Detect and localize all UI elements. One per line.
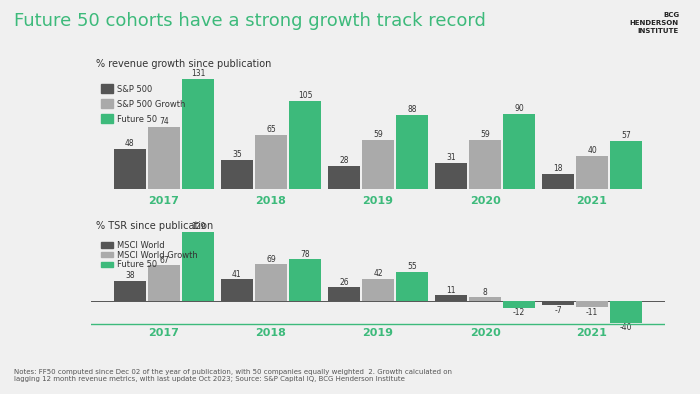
Text: 74: 74 <box>159 117 169 126</box>
Text: 26: 26 <box>339 278 349 287</box>
Text: 65: 65 <box>266 125 276 134</box>
Text: 55: 55 <box>407 262 417 271</box>
Text: 42: 42 <box>373 269 383 278</box>
Bar <box>289 259 321 301</box>
Text: -40: -40 <box>620 323 632 333</box>
Bar <box>396 272 428 301</box>
FancyBboxPatch shape <box>101 242 113 247</box>
Bar <box>396 115 428 189</box>
FancyBboxPatch shape <box>101 252 113 257</box>
Text: -11: -11 <box>586 308 598 317</box>
Text: MSCI World: MSCI World <box>117 241 164 250</box>
Text: % TSR since publication: % TSR since publication <box>96 221 213 230</box>
Bar <box>328 287 360 301</box>
Text: 35: 35 <box>232 150 241 159</box>
Bar <box>363 139 393 189</box>
Bar <box>328 165 360 189</box>
Text: Future 50: Future 50 <box>117 260 157 269</box>
Text: 129: 129 <box>191 222 205 231</box>
Bar <box>576 301 608 307</box>
Bar <box>363 279 393 301</box>
Text: 2017: 2017 <box>148 328 179 338</box>
Text: MSCI World Growth: MSCI World Growth <box>117 251 197 260</box>
Text: 2021: 2021 <box>577 196 608 206</box>
Text: 2019: 2019 <box>363 196 393 206</box>
Bar <box>114 149 146 189</box>
Text: 28: 28 <box>340 156 349 165</box>
Bar <box>503 113 535 189</box>
Bar <box>542 174 573 189</box>
Text: 90: 90 <box>514 104 524 113</box>
Text: 48: 48 <box>125 139 134 148</box>
Text: 88: 88 <box>407 106 416 115</box>
Bar <box>221 279 253 301</box>
FancyBboxPatch shape <box>101 262 113 267</box>
Text: % revenue growth since publication: % revenue growth since publication <box>96 59 271 69</box>
Bar <box>576 156 608 189</box>
Text: 11: 11 <box>446 286 456 295</box>
Text: S&P 500: S&P 500 <box>117 85 152 94</box>
Text: 131: 131 <box>191 69 205 78</box>
Text: 105: 105 <box>298 91 312 100</box>
Text: 59: 59 <box>480 130 490 139</box>
Text: 8: 8 <box>482 288 487 297</box>
Text: 2018: 2018 <box>256 328 286 338</box>
Bar <box>503 301 535 308</box>
Text: Notes: FF50 computed since Dec 02 of the year of publication, with 50 companies : Notes: FF50 computed since Dec 02 of the… <box>14 369 452 382</box>
Text: 78: 78 <box>300 250 310 259</box>
Text: -7: -7 <box>554 306 562 315</box>
Text: 2018: 2018 <box>256 196 286 206</box>
Text: 2020: 2020 <box>470 196 500 206</box>
Bar <box>148 265 180 301</box>
FancyBboxPatch shape <box>101 115 113 123</box>
Text: 2021: 2021 <box>577 328 608 338</box>
Text: 69: 69 <box>266 255 276 264</box>
Text: S&P 500 Growth: S&P 500 Growth <box>117 100 186 109</box>
FancyBboxPatch shape <box>101 84 113 93</box>
Text: 38: 38 <box>125 271 134 281</box>
Bar <box>610 141 642 189</box>
Text: 59: 59 <box>373 130 383 139</box>
Bar <box>435 163 467 189</box>
Bar <box>256 264 286 301</box>
Text: 2017: 2017 <box>148 196 179 206</box>
Text: 31: 31 <box>446 153 456 162</box>
Text: 67: 67 <box>159 256 169 265</box>
FancyBboxPatch shape <box>101 99 113 108</box>
Bar <box>289 101 321 189</box>
Bar <box>542 301 573 305</box>
Bar <box>610 301 642 323</box>
Text: BCG
HENDERSON
INSTITUTE: BCG HENDERSON INSTITUTE <box>630 12 679 34</box>
Bar <box>114 281 146 301</box>
Bar <box>256 135 286 189</box>
Bar <box>435 296 467 301</box>
Bar <box>183 232 214 301</box>
Text: 41: 41 <box>232 270 241 279</box>
Bar <box>221 160 253 189</box>
Text: 57: 57 <box>621 132 631 141</box>
Bar <box>470 139 500 189</box>
Bar <box>183 79 214 189</box>
Text: 2019: 2019 <box>363 328 393 338</box>
Bar <box>148 127 180 189</box>
Text: 2020: 2020 <box>470 328 500 338</box>
Text: Future 50 cohorts have a strong growth track record: Future 50 cohorts have a strong growth t… <box>14 12 486 30</box>
Bar <box>470 297 500 301</box>
Text: Future 50: Future 50 <box>117 115 157 124</box>
Text: -12: -12 <box>513 309 525 317</box>
Text: 18: 18 <box>553 164 563 173</box>
Text: 40: 40 <box>587 146 597 155</box>
